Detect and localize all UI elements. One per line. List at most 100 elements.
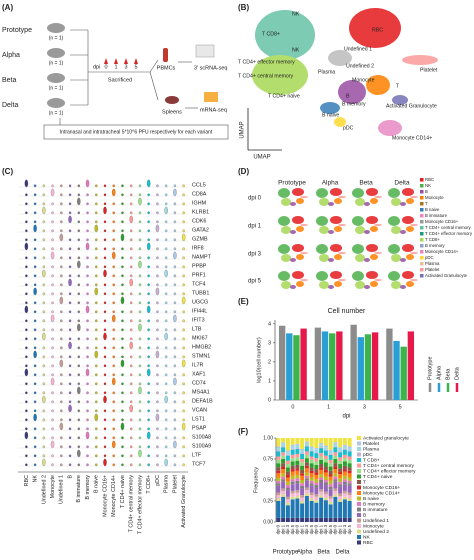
bar-segment <box>290 469 295 472</box>
bar-segment <box>338 447 343 449</box>
violin <box>68 256 72 260</box>
violin <box>25 328 28 332</box>
violin <box>130 184 133 188</box>
violin <box>121 265 124 269</box>
violin <box>94 224 98 233</box>
bar-segment <box>309 448 314 451</box>
gene-label: UGCG <box>192 299 208 305</box>
bar-segment <box>295 470 300 475</box>
violin <box>33 238 37 242</box>
violin <box>112 454 115 458</box>
violin <box>147 328 150 332</box>
violin <box>25 454 28 458</box>
violin <box>95 202 98 206</box>
thumb-blob <box>290 202 296 206</box>
violin <box>95 301 98 305</box>
violin <box>182 373 185 377</box>
violin <box>42 265 46 269</box>
thumb-blob <box>406 198 414 204</box>
thumb-blob <box>296 226 304 232</box>
row-label: dpi 3 <box>248 252 262 258</box>
violin <box>112 328 115 332</box>
violin <box>112 377 116 386</box>
violin <box>51 409 54 413</box>
bar-segment <box>290 471 295 476</box>
violin <box>86 229 89 233</box>
legend-label: T <box>425 201 428 206</box>
bar-segment <box>347 477 352 481</box>
violin <box>173 391 177 395</box>
violin <box>68 274 72 278</box>
legend-swatch <box>420 214 424 218</box>
bar-segment <box>328 480 333 485</box>
bar-segment <box>290 438 295 445</box>
x-tick-label: dpi 1 <box>318 524 323 534</box>
violin <box>103 409 107 413</box>
legend-label: pDC <box>363 452 373 458</box>
violin <box>42 445 46 449</box>
cell-type-label: Undefined 2 <box>41 475 47 504</box>
violin <box>68 427 72 431</box>
violin <box>112 373 115 377</box>
bar-segment <box>342 499 347 518</box>
gene-label: MKI67 <box>192 335 208 341</box>
bar-segment <box>281 476 286 480</box>
violin <box>173 274 177 278</box>
violin <box>147 382 150 386</box>
violin <box>182 328 185 332</box>
gene-label: S100A8 <box>192 434 211 440</box>
legend-label: B <box>425 189 428 194</box>
bar-segment <box>323 500 328 518</box>
violin <box>33 283 37 287</box>
legend-swatch <box>420 268 424 272</box>
cluster-label: Platelet <box>420 67 438 73</box>
violin <box>51 328 54 332</box>
thumb-blob <box>370 281 378 287</box>
bar-segment <box>314 472 319 475</box>
violin <box>68 364 72 368</box>
violin <box>25 265 28 269</box>
thumb-blob <box>410 196 418 198</box>
bar-segment <box>304 458 309 463</box>
violin <box>112 400 115 404</box>
violin <box>95 382 98 386</box>
violin <box>68 382 72 386</box>
thumb-blob <box>334 198 342 204</box>
violin <box>94 413 98 422</box>
violin <box>121 436 124 440</box>
bar-segment <box>285 454 290 456</box>
violin <box>173 337 177 341</box>
violin <box>59 296 64 305</box>
violin <box>95 436 98 440</box>
bar-segment <box>276 477 281 481</box>
violin <box>164 328 168 332</box>
bar-segment <box>276 448 281 451</box>
bar-segment <box>295 492 300 496</box>
violin <box>42 454 46 458</box>
bar-segment <box>290 496 295 500</box>
cluster-blob <box>320 102 340 114</box>
thumb-blob <box>296 254 304 260</box>
bar-segment <box>290 454 295 459</box>
violin <box>103 256 107 260</box>
violin <box>59 422 64 431</box>
bar-segment <box>290 490 295 494</box>
violin <box>86 301 89 305</box>
violin <box>164 256 168 260</box>
violin <box>147 220 150 224</box>
bar-segment <box>314 479 319 483</box>
violin <box>121 418 124 422</box>
bar-segment <box>300 465 305 470</box>
gene-label: TCF4 <box>192 281 205 287</box>
gene-label: PSAP <box>192 425 207 431</box>
bar-segment <box>347 463 352 468</box>
violin <box>77 256 80 260</box>
bar-segment <box>338 486 343 494</box>
violin <box>60 373 63 377</box>
bar-segment <box>347 448 352 451</box>
cluster-label: B <box>346 93 350 99</box>
violin <box>33 463 37 467</box>
bar-segment <box>309 473 314 478</box>
gene-label: IFIT3 <box>192 317 205 323</box>
bar-segment <box>309 517 314 522</box>
